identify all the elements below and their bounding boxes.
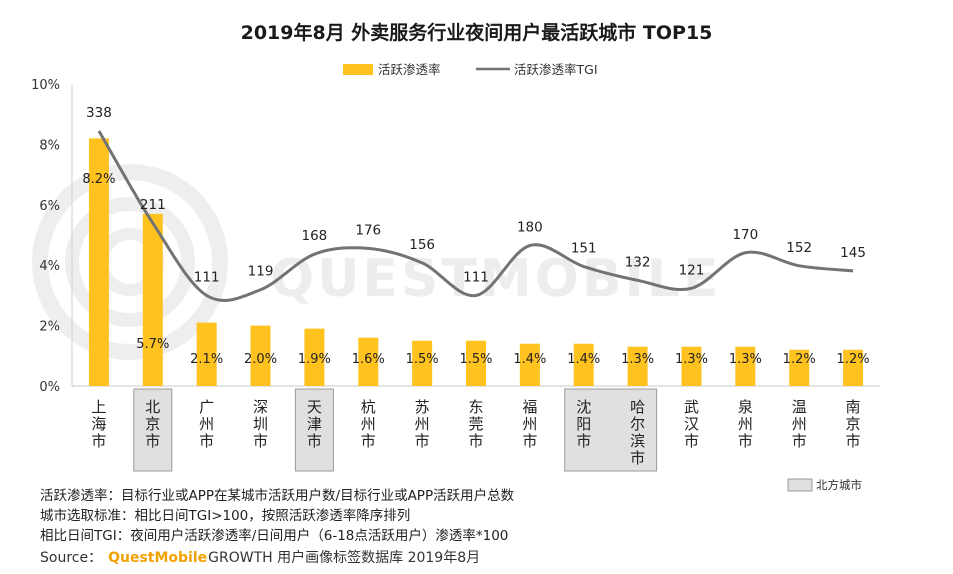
bar — [250, 325, 271, 386]
bar-value-label: 1.3% — [621, 352, 654, 367]
y-axis: 0% 2% 4% 6% 8% 10% — [31, 78, 73, 395]
watermark-logo-icon — [32, 164, 228, 360]
category-label: 深圳市 — [253, 398, 268, 450]
bar-value-label: 1.5% — [406, 352, 439, 367]
legend: 活跃渗透率 活跃渗透率TGI — [343, 62, 598, 77]
legend-bar-label: 活跃渗透率 — [378, 62, 441, 77]
y-tick-label: 8% — [39, 138, 60, 153]
bar — [142, 213, 163, 386]
bar-value-label: 5.7% — [136, 337, 169, 352]
x-tick-labels: 上海市 北京市 广州市 深圳市 天津市 杭州市 苏州市 东莞市 福州市 沈阳市 哈尔滨市 武汉市 泉州市… — [91, 398, 860, 467]
north-city-highlight-box — [294, 388, 334, 472]
tgi-value-label: 119 — [248, 264, 274, 280]
bar-value-label: 1.5% — [459, 352, 492, 367]
legend-line-label: 活跃渗透率TGI — [514, 62, 598, 77]
bar-value-label: 1.2% — [783, 352, 816, 367]
chart-title: 2019年8月 外卖服务行业夜间用户最活跃城市 TOP15 — [241, 21, 713, 44]
source-suffix: GROWTH 用户画像标签数据库 2019年8月 — [208, 549, 480, 566]
category-label: 哈尔滨市 — [630, 398, 645, 467]
north-city-legend: 北方城市 — [787, 478, 862, 492]
category-label: 杭州市 — [361, 398, 376, 450]
bar-value-label: 1.3% — [675, 352, 708, 367]
bar-value-label: 2.1% — [190, 352, 223, 367]
bar — [843, 349, 864, 386]
source-prefix: Source： — [40, 550, 102, 566]
y-tick-label: 6% — [39, 199, 60, 214]
category-label: 上海市 — [91, 398, 106, 450]
tgi-value-label: 176 — [355, 222, 381, 238]
tgi-value-label: 151 — [571, 241, 597, 257]
bar-value-label: 1.4% — [513, 352, 546, 367]
category-label: 东莞市 — [468, 398, 483, 450]
legend-bar-swatch — [343, 64, 373, 75]
bar-value-label: 2.0% — [244, 352, 277, 367]
bar — [681, 346, 702, 386]
note-tgi: 相比日间TGI：夜间用户活跃渗透率/日间用户（6-18点活跃用户）渗透率*100 — [40, 527, 508, 544]
y-tick-label: 4% — [39, 259, 60, 274]
source-brand: QuestMobile — [108, 550, 207, 566]
north-city-swatch — [787, 478, 813, 492]
y-tick-label: 10% — [31, 78, 60, 93]
category-label: 天津市 — [307, 398, 322, 450]
bar — [735, 346, 756, 386]
north-city-highlight-box — [133, 388, 173, 472]
tgi-value-label: 121 — [679, 262, 705, 278]
category-label: 苏州市 — [415, 398, 430, 450]
bar — [412, 340, 433, 386]
y-tick-labels: 0% 2% 4% 6% 8% 10% — [31, 78, 60, 395]
bar-value-label: 8.2% — [82, 172, 115, 187]
category-label: 泉州市 — [738, 398, 753, 450]
north-city-highlights — [133, 388, 658, 472]
category-label: 广州市 — [199, 398, 214, 450]
tgi-value-label: 132 — [625, 254, 651, 270]
bar — [196, 322, 217, 386]
tgi-value-labels: 338 211 111 119 168 176 156 111 180 151 132 121 170 1… — [86, 105, 866, 286]
tgi-value-label: 180 — [517, 220, 543, 236]
watermark: QUESTMOBILE — [32, 164, 721, 360]
note-selection: 城市选取标准：相比日间TGI>100，按照活跃渗透率降序排列 — [40, 507, 410, 524]
bar-value-label: 1.3% — [729, 352, 762, 367]
bar — [627, 346, 648, 386]
category-label: 南京市 — [846, 398, 861, 450]
tgi-value-label: 152 — [786, 240, 812, 256]
bar — [88, 138, 109, 386]
tgi-value-label: 111 — [463, 270, 489, 286]
bar-value-label: 1.9% — [298, 352, 331, 367]
bar-value-labels: 8.2% 5.7% 2.1% 2.0% 1.9% 1.6% 1.5% 1.5% 1.4% 1.4%… — [82, 172, 869, 367]
category-label: 北京市 — [145, 398, 160, 450]
bar — [789, 349, 810, 386]
category-label: 福州市 — [522, 398, 537, 450]
category-label: 沈阳市 — [576, 398, 591, 450]
bar — [519, 343, 540, 386]
bar-value-label: 1.4% — [567, 352, 600, 367]
bar — [304, 328, 325, 386]
category-label: 武汉市 — [684, 398, 699, 450]
bar-value-label: 1.6% — [352, 352, 385, 367]
bar — [358, 337, 379, 386]
watermark-text: QUESTMOBILE — [270, 249, 721, 309]
north-city-highlight-box — [564, 388, 658, 472]
tgi-value-label: 338 — [86, 105, 112, 121]
tgi-value-label: 211 — [140, 197, 166, 213]
bar — [466, 340, 486, 386]
y-tick-label: 0% — [39, 380, 60, 395]
note-definition: 活跃渗透率：目标行业或APP在某城市活跃用户数/目标行业或APP活跃用户总数 — [40, 487, 515, 504]
bar-value-label: 1.2% — [837, 352, 870, 367]
bar-series — [88, 138, 864, 386]
y-tick-label: 2% — [39, 320, 60, 335]
tgi-value-label: 145 — [840, 245, 866, 261]
source-line: Source： QuestMobileGROWTH 用户画像标签数据库 2019年… — [40, 549, 480, 566]
tgi-value-label: 168 — [302, 228, 328, 244]
tgi-value-label: 156 — [409, 237, 435, 253]
tgi-value-label: 111 — [194, 270, 220, 286]
bar — [573, 343, 594, 386]
north-city-label: 北方城市 — [816, 478, 862, 492]
tgi-line — [97, 130, 854, 302]
footnotes: 活跃渗透率：目标行业或APP在某城市活跃用户数/目标行业或APP活跃用户总数 城… — [40, 487, 515, 566]
tgi-value-label: 170 — [732, 227, 758, 243]
category-label: 温州市 — [792, 398, 807, 450]
